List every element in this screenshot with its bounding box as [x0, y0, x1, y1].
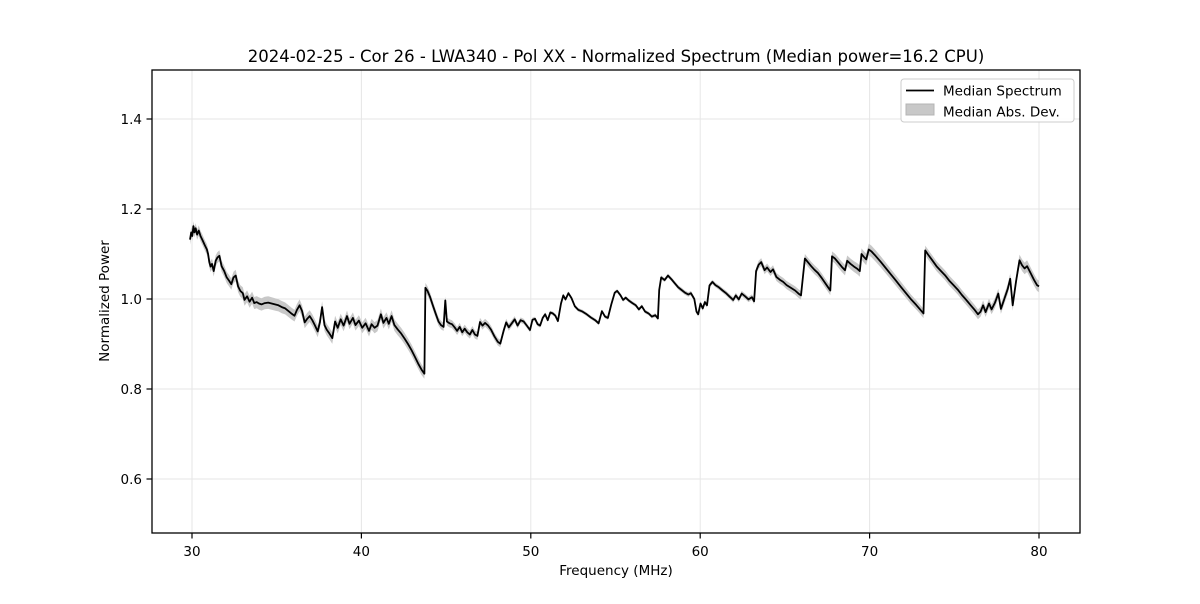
x-tick-label: 40: [353, 544, 370, 560]
x-tick-label: 60: [692, 544, 709, 560]
legend: Median Spectrum Median Abs. Dev.: [900, 78, 1075, 123]
x-tick-label: 50: [522, 544, 539, 560]
x-tick-label: 30: [183, 544, 200, 560]
grid-lines: [152, 70, 1080, 533]
y-tick-label: 0.6: [121, 472, 142, 488]
legend-band-sample: [905, 103, 935, 116]
median-spectrum-line: [189, 225, 1040, 375]
legend-box: [900, 78, 1075, 123]
plot-area: [152, 70, 1080, 533]
y-tick-label: 0.8: [121, 382, 142, 398]
y-tick-label: 1.0: [121, 292, 142, 308]
y-tick-label: 1.4: [121, 112, 142, 128]
x-tick-label: 80: [1030, 544, 1047, 560]
x-tick-label: 70: [861, 544, 878, 560]
legend-label-median-abs-dev: Median Abs. Dev.: [943, 105, 1060, 121]
legend-label-median-spectrum: Median Spectrum: [943, 84, 1062, 100]
axes-border: [151, 69, 1081, 534]
mad-band-area: [190, 221, 1039, 379]
x-axis-label: Frequency (MHz): [559, 563, 672, 579]
y-axis-label: Normalized Power: [97, 240, 113, 362]
y-tick-label: 1.2: [121, 202, 142, 218]
y-axis-ticks: 0.6 0.8 1.0 1.2 1.4: [121, 112, 152, 488]
x-axis-ticks: 30 40 50 60 70 80: [183, 533, 1048, 560]
chart-title: 2024-02-25 - Cor 26 - LWA340 - Pol XX - …: [248, 47, 985, 66]
